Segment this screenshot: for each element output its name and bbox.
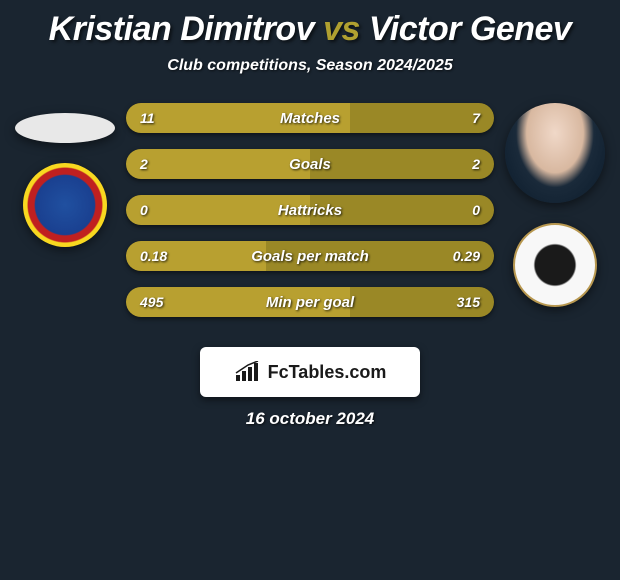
- site-badge[interactable]: FcTables.com: [200, 347, 420, 397]
- infographic-container: Kristian Dimitrov vs Victor Genev Club c…: [0, 0, 620, 429]
- stat-bar: 117Matches: [126, 103, 494, 133]
- player1-avatar: [15, 113, 115, 143]
- stat-label: Min per goal: [126, 287, 494, 317]
- right-side: [500, 103, 610, 307]
- player2-avatar: [505, 103, 605, 203]
- main-row: 117Matches 22Goals 00Hattricks 0.180.29Goal…: [0, 103, 620, 317]
- subtitle: Club competitions, Season 2024/2025: [0, 57, 620, 75]
- site-name: FcTables.com: [268, 362, 387, 383]
- comparison-title: Kristian Dimitrov vs Victor Genev: [0, 10, 620, 49]
- stat-label: Goals: [126, 149, 494, 179]
- date-text: 16 october 2024: [0, 409, 620, 429]
- stat-label: Goals per match: [126, 241, 494, 271]
- stat-label: Matches: [126, 103, 494, 133]
- player2-club-badge: [513, 223, 597, 307]
- stat-bar: 0.180.29Goals per match: [126, 241, 494, 271]
- player2-name: Victor Genev: [369, 10, 571, 48]
- vs-text: vs: [323, 10, 360, 48]
- stat-bars: 117Matches 22Goals 00Hattricks 0.180.29Goal…: [120, 103, 500, 317]
- stat-bar: 495315Min per goal: [126, 287, 494, 317]
- barchart-icon: [234, 361, 262, 383]
- stat-bar: 00Hattricks: [126, 195, 494, 225]
- stat-label: Hattricks: [126, 195, 494, 225]
- left-side: [10, 103, 120, 247]
- player1-club-badge: [23, 163, 107, 247]
- stat-bar: 22Goals: [126, 149, 494, 179]
- player1-name: Kristian Dimitrov: [49, 10, 314, 48]
